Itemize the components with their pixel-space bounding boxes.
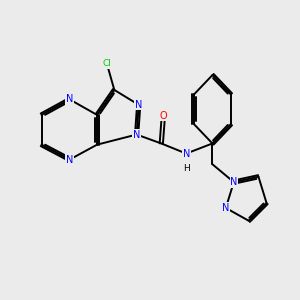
Text: N: N [183, 148, 190, 159]
Text: N: N [66, 154, 74, 164]
Text: N: N [66, 94, 74, 104]
Text: N: N [135, 100, 142, 110]
Text: H: H [183, 164, 190, 173]
Text: N: N [133, 130, 140, 140]
Text: N: N [222, 203, 230, 213]
Text: O: O [160, 111, 167, 121]
Text: Cl: Cl [103, 59, 111, 68]
Text: N: N [230, 177, 238, 187]
